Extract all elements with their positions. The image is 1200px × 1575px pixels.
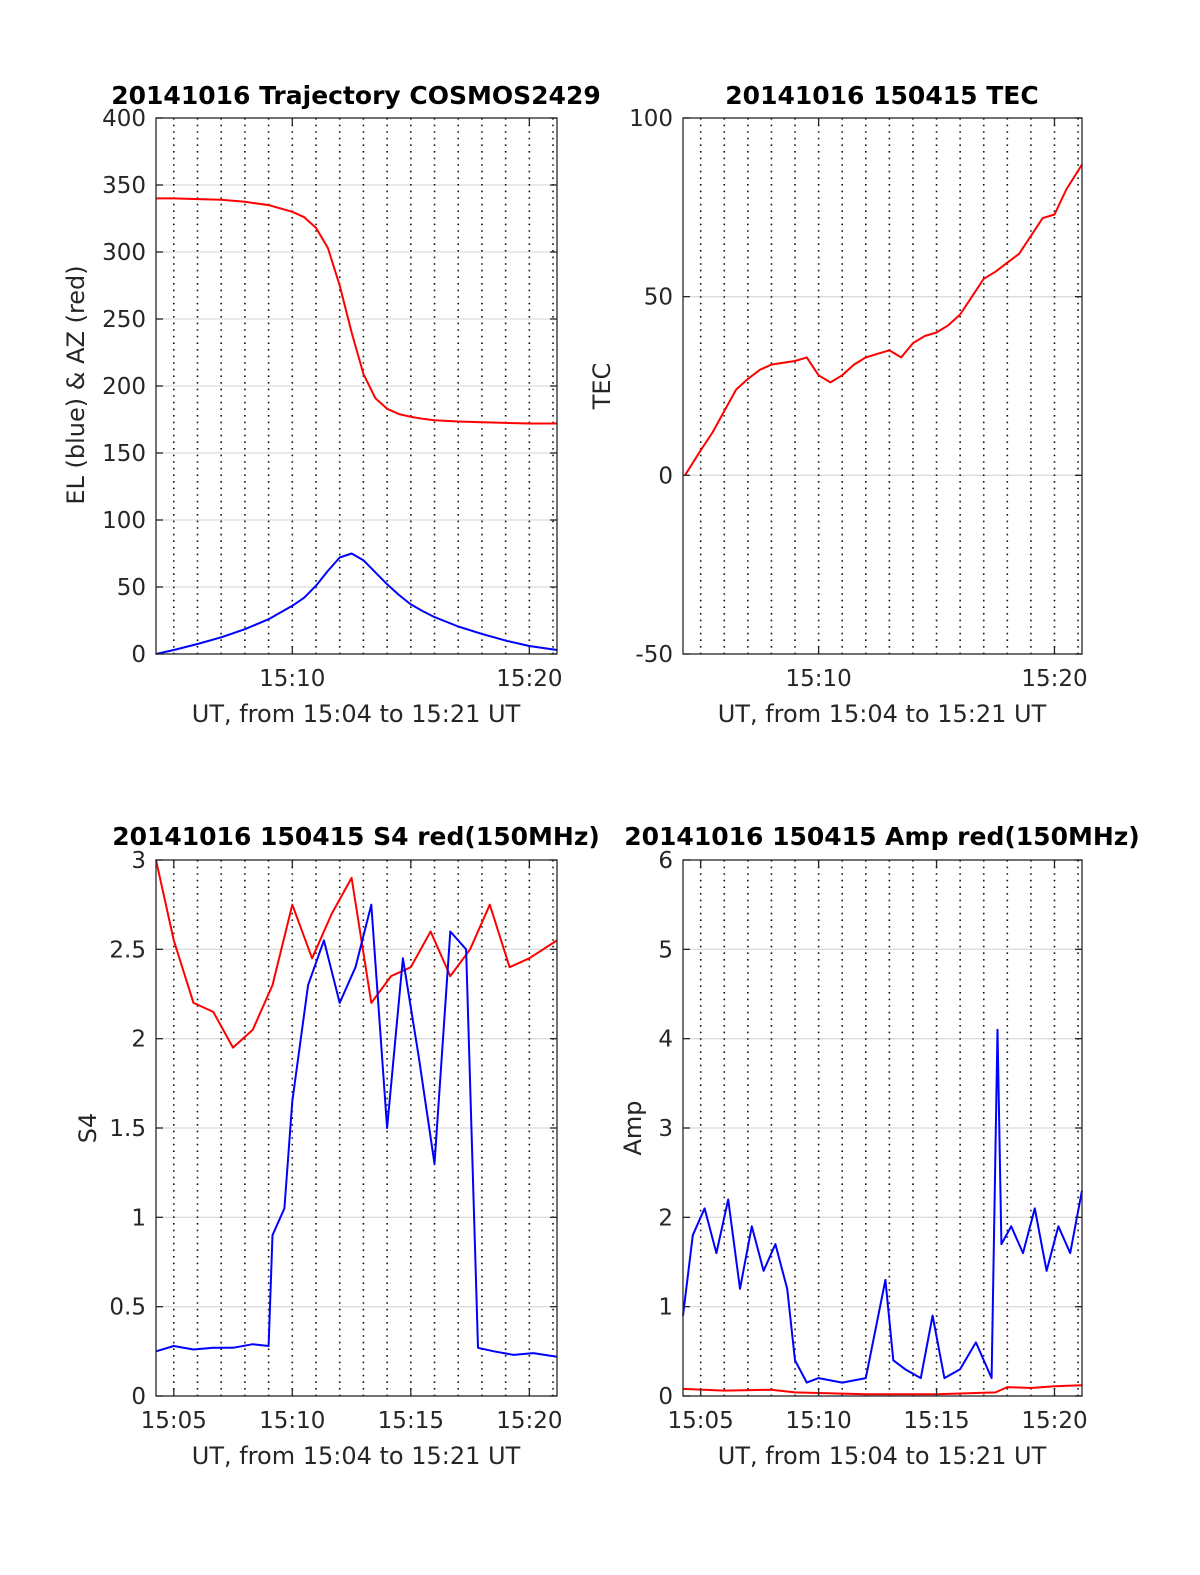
trajectory-panel: 20141016 Trajectory COSMOS2429 UT, from … (62, 81, 601, 728)
amp-xtick-label: 15:10 (785, 1408, 851, 1434)
s4-ytick-label: 1 (131, 1205, 146, 1231)
tec-ytick-label: -50 (635, 642, 673, 668)
trajectory-axes-frame (155, 117, 558, 655)
tec-series-0 (684, 163, 1083, 476)
tec-xtick-label: 15:20 (1021, 666, 1087, 692)
tec-xtick-label: 15:10 (785, 666, 851, 692)
s4-ytick-label: 0.5 (109, 1295, 146, 1321)
s4-ytick-label: 2.5 (109, 937, 146, 963)
amp-series-0 (682, 1028, 1083, 1384)
amp-ylabel: Amp (619, 1100, 647, 1155)
tec-ytick-label: 100 (629, 106, 673, 132)
amp-grid (683, 860, 1082, 1396)
trajectory-ytick-label: 0 (131, 642, 146, 668)
tec-ytick-label: 50 (644, 285, 673, 311)
s4-panel: 20141016 150415 S4 red(150MHz) UT, from … (74, 822, 600, 1470)
amp-xtick-label: 15:05 (668, 1408, 734, 1434)
s4-xtick-label: 15:15 (378, 1408, 444, 1434)
tec-grid (683, 118, 1082, 654)
s4-grid (156, 860, 557, 1396)
amp-title: 20141016 150415 Amp red(150MHz) (624, 822, 1140, 851)
trajectory-lines (155, 197, 558, 655)
trajectory-ticks: 0 50 100 150 200 250 300 350 400 15:10 15:20 (102, 106, 562, 692)
s4-ytick-label: 1.5 (109, 1116, 146, 1142)
amp-ytick-label: 6 (658, 848, 673, 874)
trajectory-xtick-label: 15:10 (259, 666, 325, 692)
amp-ytick-label: 0 (658, 1384, 673, 1410)
amp-xtick-label: 15:20 (1021, 1408, 1087, 1434)
s4-xtick-label: 15:10 (259, 1408, 325, 1434)
trajectory-ytick-label: 50 (117, 575, 146, 601)
s4-axes-frame (155, 859, 558, 1397)
trajectory-xlabel: UT, from 15:04 to 15:21 UT (192, 700, 521, 728)
amp-ticks: 0 1 2 3 4 5 6 15:05 15:10 15:15 15:20 (658, 848, 1087, 1434)
tec-ytick-label: 0 (658, 463, 673, 489)
trajectory-ytick-label: 250 (102, 307, 146, 333)
amp-ytick-label: 1 (658, 1295, 673, 1321)
trajectory-xtick-label: 15:20 (496, 666, 562, 692)
s4-ytick-label: 0 (131, 1384, 146, 1410)
amp-xtick-label: 15:15 (903, 1408, 969, 1434)
trajectory-ytick-label: 150 (102, 441, 146, 467)
trajectory-title: 20141016 Trajectory COSMOS2429 (111, 81, 601, 110)
trajectory-ytick-label: 350 (102, 173, 146, 199)
trajectory-ytick-label: 200 (102, 374, 146, 400)
amp-panel: 20141016 150415 Amp red(150MHz) UT, from… (619, 822, 1140, 1470)
trajectory-grid (156, 118, 557, 654)
trajectory-series-1 (155, 552, 558, 655)
trajectory-ylabel: EL (blue) & AZ (red) (62, 265, 90, 504)
tec-axes-frame (682, 117, 1083, 655)
amp-ytick-label: 3 (658, 1116, 673, 1142)
tec-ylabel: TEC (588, 363, 616, 411)
trajectory-series-0 (156, 197, 557, 425)
s4-series-0 (155, 859, 558, 1049)
trajectory-ytick-label: 300 (102, 240, 146, 266)
s4-series-1 (155, 903, 558, 1358)
s4-xtick-label: 15:20 (496, 1408, 562, 1434)
amp-xlabel: UT, from 15:04 to 15:21 UT (718, 1442, 1047, 1470)
trajectory-ytick-label: 100 (102, 508, 146, 534)
s4-xlabel: UT, from 15:04 to 15:21 UT (192, 1442, 521, 1470)
tec-panel: 20141016 150415 TEC UT, from 15:04 to 15… (588, 81, 1088, 728)
amp-ytick-label: 2 (658, 1205, 673, 1231)
s4-ylabel: S4 (74, 1113, 102, 1144)
s4-lines (155, 859, 558, 1358)
tec-title: 20141016 150415 TEC (725, 81, 1038, 110)
s4-xtick-label: 15:05 (141, 1408, 207, 1434)
amp-axes-frame (682, 859, 1083, 1397)
tec-xlabel: UT, from 15:04 to 15:21 UT (718, 700, 1047, 728)
amp-ytick-label: 5 (658, 937, 673, 963)
amp-ytick-label: 4 (658, 1027, 673, 1053)
s4-title: 20141016 150415 S4 red(150MHz) (112, 822, 600, 851)
tec-lines (684, 163, 1083, 476)
s4-ytick-label: 3 (131, 848, 146, 874)
trajectory-ytick-label: 400 (102, 106, 146, 132)
tec-ticks: -50 0 50 100 15:10 15:20 (629, 106, 1088, 692)
s4-ytick-label: 2 (131, 1027, 146, 1053)
s4-ticks: 0 0.5 1 1.5 2 2.5 3 15:05 15:10 15:15 15:20 (109, 848, 562, 1434)
